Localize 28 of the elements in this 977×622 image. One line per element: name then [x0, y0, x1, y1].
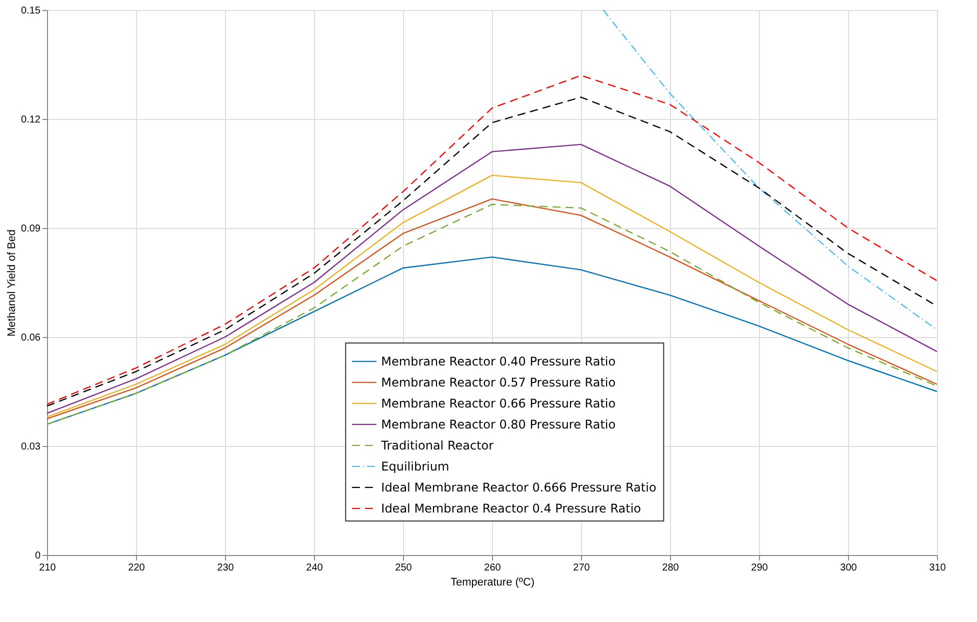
- legend-label: Membrane Reactor 0.66 Pressure Ratio: [381, 396, 616, 410]
- x-tick-label: 220: [128, 562, 146, 574]
- x-tick-label: 250: [395, 562, 412, 574]
- x-tick-label: 230: [217, 562, 234, 574]
- y-tick-label: 0.12: [21, 114, 41, 126]
- line-series: [602, 10, 937, 330]
- x-tick-label: 310: [929, 562, 946, 574]
- y-tick-label: 0.03: [21, 442, 41, 452]
- legend-label: Membrane Reactor 0.57 Pressure Ratio: [381, 375, 616, 390]
- y-tick-label: 0.09: [21, 224, 41, 234]
- y-tick-label: 0.06: [21, 332, 41, 344]
- y-axis-title: Methanol Yield of Bed: [6, 229, 18, 337]
- legend-label: Membrane Reactor 0.80 Pressure Ratio: [381, 417, 616, 432]
- x-tick-label: 270: [573, 562, 590, 574]
- x-tick-label: 280: [662, 562, 680, 574]
- x-tick-label: 260: [484, 562, 502, 574]
- y-tick-label: 0.15: [21, 6, 41, 16]
- legend-label: Membrane Reactor 0.40 Pressure Ratio: [381, 354, 616, 368]
- legend-label: Ideal Membrane Reactor 0.666 Pressure Ratio: [381, 480, 656, 494]
- x-tick-label: 240: [306, 562, 324, 574]
- y-tick-label: 0: [34, 550, 41, 562]
- legend-label: Traditional Reactor: [380, 438, 494, 452]
- x-axis-title: Temperature (ºC): [450, 576, 535, 588]
- legend-label: Ideal Membrane Reactor 0.4 Pressure Ratio: [381, 501, 642, 516]
- x-tick-label: 290: [751, 562, 768, 574]
- legend-label: Equilibrium: [381, 459, 450, 474]
- x-tick-label: 210: [39, 562, 56, 574]
- x-tick-label: 300: [840, 562, 858, 574]
